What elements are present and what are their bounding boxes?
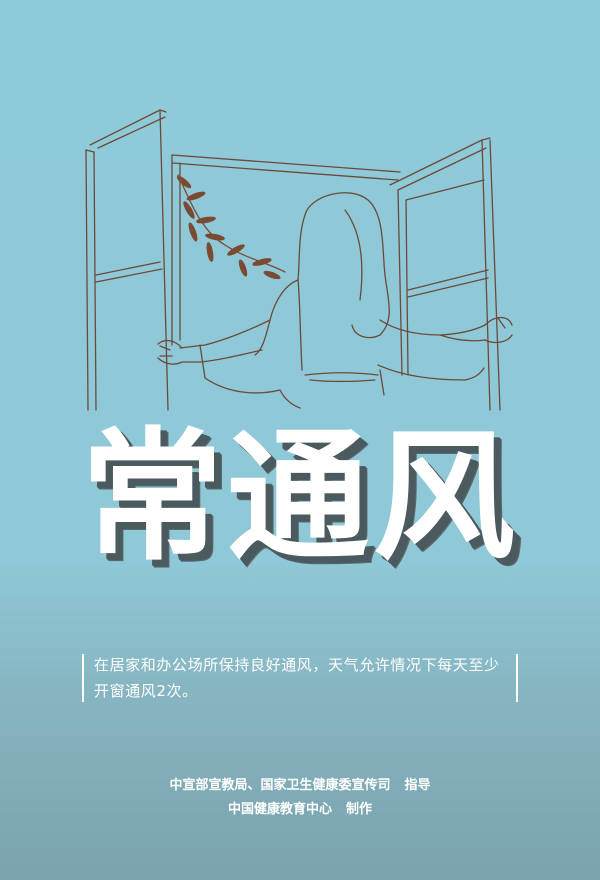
- window-frame: [171, 154, 401, 346]
- leaf-cluster: [176, 175, 281, 280]
- guide-org: 中宣部宣教局、国家卫生健康委宣传司: [169, 778, 391, 793]
- window-ventilation-illustration: [85, 109, 513, 411]
- left-window-panel: [85, 109, 169, 411]
- description-left-bar: [82, 654, 84, 702]
- credit-line-guide: 中宣部宣教局、国家卫生健康委宣传司 指导: [0, 774, 600, 798]
- description-right-bar: [516, 654, 518, 702]
- credit-line-producer: 中国健康教育中心 制作: [0, 798, 600, 822]
- right-window-panel: [389, 137, 501, 411]
- guide-role: 指导: [404, 778, 431, 793]
- description-block: 在居家和办公场所保持良好通风，天气允许情况下每天至少开窗通风2次。: [82, 650, 518, 706]
- poster-title: 常通风: [81, 415, 519, 580]
- producer-role: 制作: [346, 802, 373, 817]
- vine-branch: [176, 174, 286, 280]
- description-text: 在居家和办公场所保持良好通风，天气允许情况下每天至少开窗通风2次。: [94, 656, 500, 700]
- woman-figure: [157, 192, 513, 409]
- producer-org: 中国健康教育中心: [227, 802, 332, 817]
- credits: 中宣部宣教局、国家卫生健康委宣传司 指导 中国健康教育中心 制作: [0, 774, 600, 822]
